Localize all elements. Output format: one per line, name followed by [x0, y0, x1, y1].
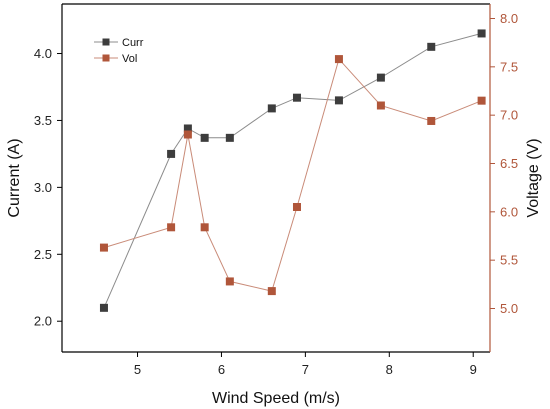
legend-marker-vol: [102, 54, 110, 62]
right-y-tick-label: 8.0: [500, 11, 518, 26]
data-point-vol: [376, 101, 385, 110]
data-point-vol: [183, 130, 192, 139]
data-point-vol: [334, 55, 343, 64]
left-y-tick-label: 3.5: [34, 113, 52, 128]
data-point-curr: [200, 133, 209, 142]
data-point-curr: [376, 73, 385, 82]
data-point-curr: [477, 29, 486, 38]
data-point-vol: [99, 243, 108, 252]
right-y-axis-title: Voltage (V): [525, 138, 542, 217]
data-point-curr: [99, 303, 108, 312]
data-point-vol: [200, 223, 209, 232]
x-tick-label: 6: [218, 362, 225, 377]
data-point-vol: [427, 116, 436, 125]
data-point-curr: [167, 149, 176, 158]
left-y-axis-title: Current (A): [6, 138, 23, 217]
x-tick-label: 8: [386, 362, 393, 377]
data-point-vol: [225, 277, 234, 286]
right-y-tick-label: 6.5: [500, 156, 518, 171]
data-point-vol: [292, 203, 301, 211]
left-y-tick-label: 2.5: [34, 247, 52, 262]
left-y-tick-label: 3.0: [34, 180, 52, 195]
left-y-tick-label: 2.0: [34, 314, 52, 329]
data-point-curr: [225, 133, 234, 142]
right-y-tick-label: 7.0: [500, 108, 518, 123]
legend-label-vol: Vol: [122, 53, 137, 65]
data-point-curr: [334, 96, 343, 105]
data-point-curr: [183, 124, 192, 133]
legend-label-curr: Curr: [122, 37, 144, 49]
data-point-curr: [427, 42, 436, 51]
x-tick-label: 9: [470, 362, 477, 377]
x-axis-title: Wind Speed (m/s): [212, 390, 340, 407]
right-y-tick-label: 6.0: [500, 204, 518, 219]
x-tick-label: 5: [134, 362, 141, 377]
data-point-vol: [167, 223, 176, 232]
legend-marker-curr: [102, 38, 110, 46]
data-point-vol: [477, 96, 486, 105]
x-tick-label: 7: [302, 362, 309, 377]
right-y-tick-label: 7.5: [500, 59, 518, 74]
data-point-curr: [292, 93, 301, 102]
right-y-tick-label: 5.0: [500, 301, 518, 316]
left-y-tick-label: 4.0: [34, 46, 52, 61]
data-point-curr: [267, 104, 276, 113]
right-y-tick-label: 5.5: [500, 253, 518, 268]
data-point-vol: [267, 287, 276, 296]
legend: Curr Vol: [94, 37, 144, 65]
series-layer: [99, 29, 486, 312]
axes-layer: 5 6 7 8 9 2.0 2.5 3.0 3.5 4.0 5.0 5.5 6.0 6.5 7.0 7.5 8.…: [34, 3, 518, 377]
